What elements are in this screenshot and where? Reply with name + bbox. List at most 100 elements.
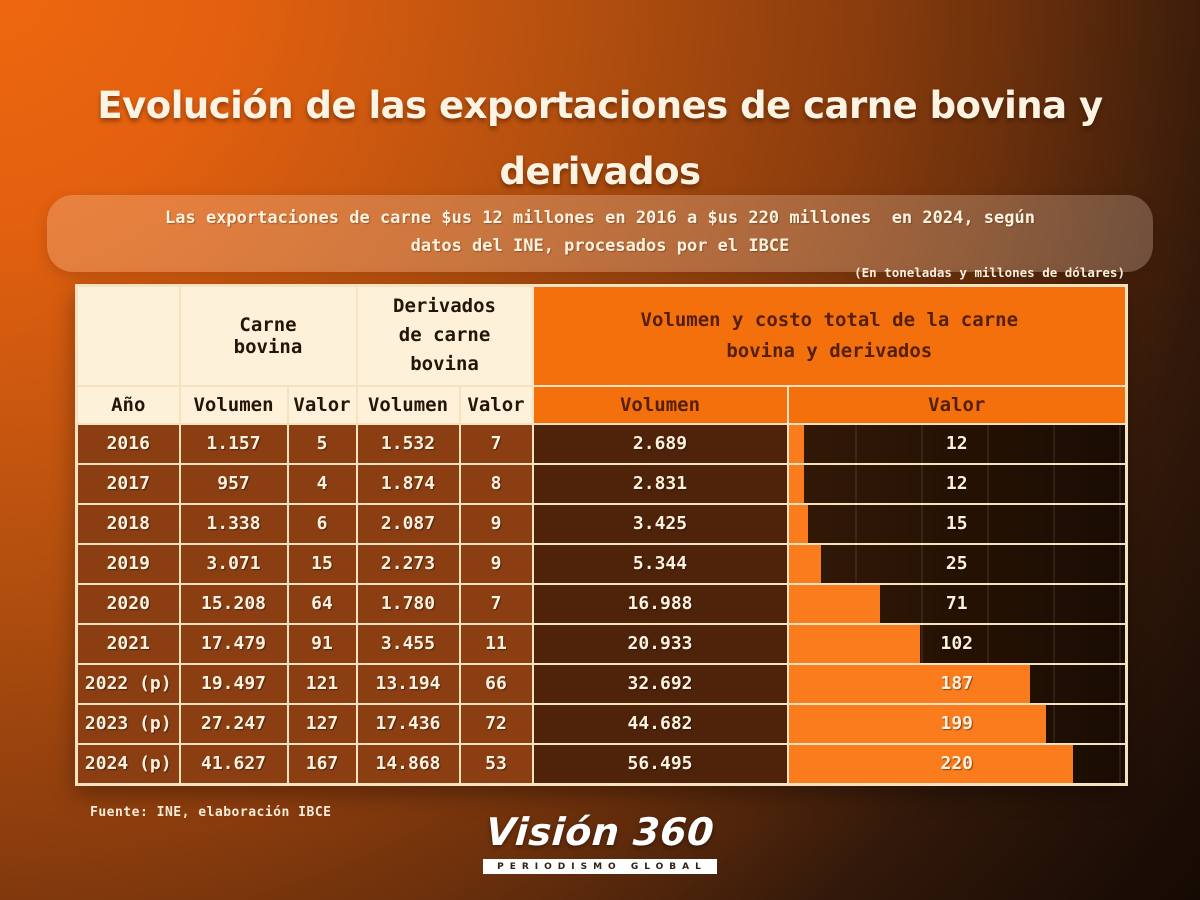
total-volumen-cell: 2.689 [531, 422, 789, 465]
valor-label: 25 [945, 552, 968, 574]
carne-valor-cell: 5 [286, 422, 358, 465]
carne-valor-cell: 4 [286, 462, 358, 505]
subtitle-banner: Las exportaciones de carne $us 12 millon… [47, 195, 1153, 273]
total-valor-cell: 102 [786, 622, 1128, 665]
column-header-derivados-valor: Valor [458, 384, 534, 425]
group-header-total-text: Volumen y costo total de la carne bovina… [640, 309, 1019, 362]
carne-volumen-cell: 957 [178, 462, 289, 505]
total-valor-cell: 25 [786, 542, 1128, 585]
derivados-valor-cell: 9 [458, 502, 534, 545]
table-row: 2020 15.208 64 1.780 7 16.988 71 [75, 582, 1128, 625]
logo-tagline: PERIODISMO GLOBAL [483, 858, 717, 874]
table-row: 2019 3.071 15 2.273 9 5.344 25 [75, 542, 1128, 585]
derivados-valor-cell: 7 [458, 582, 534, 625]
column-header-total-volumen: Volumen [531, 384, 789, 425]
logo: Visión 360 PERIODISMO GLOBAL [0, 810, 1200, 874]
year-cell: 2019 [75, 542, 181, 585]
table-row: 2018 1.338 6 2.087 9 3.425 15 [75, 502, 1128, 545]
table-row: 2022 (p) 19.497 121 13.194 66 32.692 187 [75, 662, 1128, 705]
source-note: Fuente: INE, elaboración IBCE [90, 805, 332, 820]
total-volumen-cell: 32.692 [531, 662, 789, 705]
total-volumen-cell: 56.495 [531, 742, 789, 785]
carne-volumen-cell: 1.338 [178, 502, 289, 545]
derivados-volumen-cell: 14.868 [355, 742, 461, 785]
carne-volumen-cell: 17.479 [178, 622, 289, 665]
year-cell: 2023 (p) [75, 702, 181, 745]
year-cell: 2017 [75, 462, 181, 505]
valor-bar [789, 585, 881, 622]
carne-valor-cell: 6 [286, 502, 358, 545]
derivados-valor-cell: 72 [458, 702, 534, 745]
total-valor-cell: 12 [786, 462, 1128, 505]
total-valor-cell: 220 [786, 742, 1128, 785]
table-row: 2016 1.157 5 1.532 7 2.689 12 [75, 422, 1128, 465]
valor-bar [789, 505, 809, 542]
derivados-volumen-cell: 13.194 [355, 662, 461, 705]
table-body: 2016 1.157 5 1.532 7 2.689 12 2017 957 4 1.874 8 2.8… [75, 422, 1128, 785]
derivados-volumen-cell: 3.455 [355, 622, 461, 665]
title-line2: derivados [499, 150, 701, 194]
carne-volumen-cell: 3.071 [178, 542, 289, 585]
valor-bar [789, 465, 804, 502]
valor-bar [789, 745, 1074, 783]
total-volumen-cell: 16.988 [531, 582, 789, 625]
year-cell: 2022 (p) [75, 662, 181, 705]
derivados-valor-cell: 53 [458, 742, 534, 785]
valor-label: 12 [945, 432, 968, 454]
carne-volumen-cell: 19.497 [178, 662, 289, 705]
total-volumen-cell: 2.831 [531, 462, 789, 505]
carne-valor-cell: 167 [286, 742, 358, 785]
group-header-row: Carne bovina Derivados de carne bovina V… [75, 284, 1128, 387]
year-cell: 2021 [75, 622, 181, 665]
table-row: 2021 17.479 91 3.455 11 20.933 102 [75, 622, 1128, 665]
carne-valor-cell: 121 [286, 662, 358, 705]
valor-label: 102 [940, 632, 974, 654]
year-cell: 2024 (p) [75, 742, 181, 785]
unit-note: (En toneladas y millones de dólares) [854, 265, 1125, 280]
derivados-volumen-cell: 2.087 [355, 502, 461, 545]
carne-volumen-cell: 1.157 [178, 422, 289, 465]
carne-volumen-cell: 15.208 [178, 582, 289, 625]
valor-label: 71 [945, 592, 968, 614]
total-volumen-cell: 44.682 [531, 702, 789, 745]
derivados-volumen-cell: 17.436 [355, 702, 461, 745]
carne-valor-cell: 127 [286, 702, 358, 745]
total-volumen-cell: 20.933 [531, 622, 789, 665]
year-cell: 2016 [75, 422, 181, 465]
column-header-derivados-volumen: Volumen [355, 384, 461, 425]
column-header-row: Año Volumen Valor Volumen Valor Volumen … [75, 384, 1128, 425]
valor-bar [789, 425, 804, 462]
group-header-derivados: Derivados de carne bovina [355, 284, 534, 387]
valor-bar [789, 545, 821, 582]
carne-valor-cell: 15 [286, 542, 358, 585]
group-header-total: Volumen y costo total de la carne bovina… [531, 284, 1128, 387]
subtitle-line2: datos del INE, procesados por el IBCE [410, 235, 790, 256]
exports-table-wrapper: Carne bovina Derivados de carne bovina V… [75, 284, 1129, 786]
column-header-carne-valor: Valor [286, 384, 358, 425]
table-row: 2023 (p) 27.247 127 17.436 72 44.682 199 [75, 702, 1128, 745]
column-header-carne-volumen: Volumen [178, 384, 289, 425]
column-header-total-valor: Valor [786, 384, 1128, 425]
carne-volumen-cell: 41.627 [178, 742, 289, 785]
valor-bar [789, 665, 1031, 702]
derivados-valor-cell: 66 [458, 662, 534, 705]
carne-volumen-cell: 27.247 [178, 702, 289, 745]
carne-valor-cell: 64 [286, 582, 358, 625]
derivados-volumen-cell: 1.532 [355, 422, 461, 465]
valor-bar [789, 625, 921, 662]
valor-label: 12 [945, 472, 968, 494]
derivados-valor-cell: 11 [458, 622, 534, 665]
derivados-volumen-cell: 1.874 [355, 462, 461, 505]
total-valor-cell: 15 [786, 502, 1128, 545]
table-row: 2024 (p) 41.627 167 14.868 53 56.495 220 [75, 742, 1128, 785]
column-header-year: Año [75, 384, 181, 425]
year-cell: 2020 [75, 582, 181, 625]
group-header-carne: Carne bovina [178, 284, 358, 387]
total-volumen-cell: 3.425 [531, 502, 789, 545]
total-valor-cell: 12 [786, 422, 1128, 465]
valor-bar [789, 705, 1046, 742]
title-line1: Evolución de las exportaciones de carne … [97, 84, 1103, 128]
total-valor-cell: 71 [786, 582, 1128, 625]
valor-label: 220 [940, 752, 974, 774]
derivados-volumen-cell: 1.780 [355, 582, 461, 625]
